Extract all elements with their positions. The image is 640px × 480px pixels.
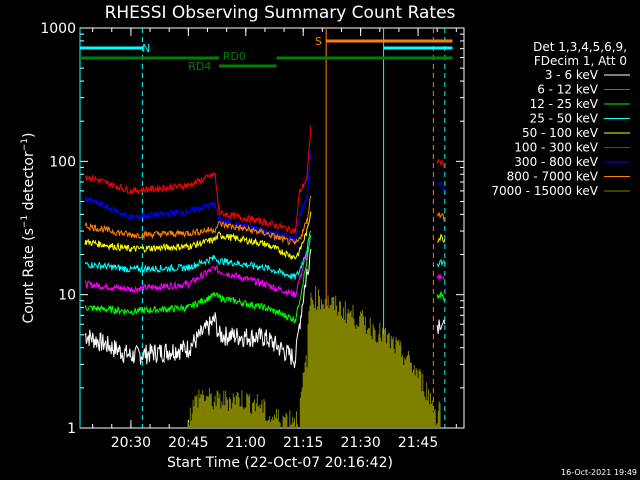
x-tick-label: 21:30 [340, 435, 380, 451]
legend-label: 25 - 50 keV [530, 112, 599, 126]
y-tick-label: 1000 [40, 21, 76, 37]
series-line [84, 125, 312, 234]
legend-label: 3 - 6 keV [545, 68, 599, 82]
series-line [84, 211, 312, 261]
series-line [84, 248, 312, 369]
annotation-layer: N S RD0 RD4 [79, 28, 453, 428]
y-tick-label: 1 [67, 421, 76, 437]
status-bar-label: RD4 [188, 60, 211, 73]
legend-label: 300 - 800 keV [514, 155, 598, 169]
y-axis-label: Count Rate (s−1 detector−1) [20, 133, 37, 324]
series-line [84, 241, 311, 298]
series-line [84, 234, 312, 325]
series-line [437, 180, 446, 193]
series-line [436, 319, 446, 335]
legend-label: 12 - 25 keV [530, 97, 599, 111]
series-line [437, 233, 446, 244]
x-tick-label: 20:30 [111, 435, 151, 451]
y-tick-label: 10 [58, 288, 76, 304]
x-tick-label: 20:45 [168, 435, 208, 451]
y-axis-label-sup1: −1 [20, 215, 30, 228]
series-line [436, 273, 445, 280]
series-layer [84, 125, 446, 428]
y-axis-label-mid: detector [21, 151, 37, 215]
legend-label: 50 - 100 keV [522, 126, 599, 140]
status-bar-label: RD0 [223, 50, 246, 63]
y-axis-label-end: ) [21, 133, 37, 138]
x-tick-label: 21:45 [398, 435, 438, 451]
legend-header: FDecim 1, Att 0 [534, 54, 627, 68]
legend: Det 1,3,4,5,6,9,FDecim 1, Att 03 - 6 keV… [491, 40, 630, 198]
y-axis-label-sup2: −1 [20, 138, 30, 151]
chart-title: RHESSI Observing Summary Count Rates [105, 3, 456, 23]
x-tick-label: 21:00 [226, 435, 266, 451]
series-line [84, 150, 312, 243]
series-line [187, 286, 441, 428]
status-bar-label: N [142, 42, 150, 55]
x-tick-label: 21:15 [283, 435, 323, 451]
series-line [436, 211, 446, 222]
series-line [436, 158, 446, 169]
series-line [436, 291, 446, 302]
legend-label: 800 - 7000 keV [507, 170, 599, 184]
series-line [436, 259, 446, 268]
legend-label: 7000 - 15000 keV [491, 184, 598, 198]
y-axis-label-main: Count Rate (s [21, 228, 37, 323]
legend-header: Det 1,3,4,5,6,9, [533, 40, 627, 54]
timestamp: 16-Oct-2021 19:49 [561, 468, 637, 477]
status-bar-label: S [315, 35, 322, 48]
y-tick-label: 100 [49, 154, 76, 170]
series-line [84, 230, 312, 280]
legend-label: 100 - 300 keV [514, 141, 598, 155]
x-axis-label: Start Time (22-Oct-07 20:16:42) [167, 455, 393, 471]
legend-label: 6 - 12 keV [537, 83, 599, 97]
series-line [84, 195, 312, 245]
